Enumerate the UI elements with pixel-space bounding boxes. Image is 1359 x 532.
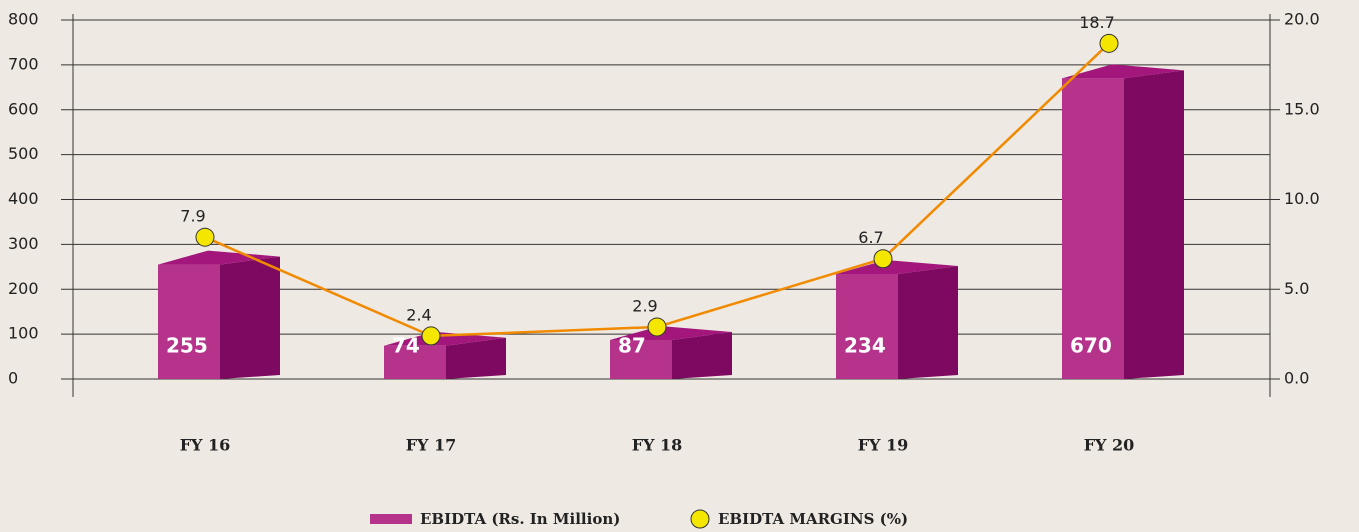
bar: [158, 264, 220, 379]
line-value-label: 7.9: [180, 207, 205, 226]
bar-value-label: 74: [392, 334, 420, 358]
bar-top: [1062, 64, 1184, 79]
y-tick-label: 500: [8, 144, 39, 163]
y-tick-label: 100: [8, 324, 39, 343]
line-value-label: 2.9: [632, 296, 657, 315]
line-value-label: 2.4: [406, 305, 431, 324]
bar-value-label: 87: [618, 334, 646, 358]
y-tick-label: 400: [8, 189, 39, 208]
bar-value-label: 670: [1070, 334, 1112, 358]
bar: [836, 273, 898, 379]
bar-top: [158, 250, 280, 265]
x-tick-label: FY 16: [180, 436, 231, 455]
x-tick-label: FY 18: [632, 436, 683, 455]
line-marker: [421, 326, 441, 346]
bar: [384, 345, 446, 379]
x-tick-label: FY 17: [406, 436, 457, 455]
bar-side: [672, 331, 732, 379]
legend-label: EBIDTA (Rs. In Million): [420, 510, 620, 528]
line-marker: [195, 227, 215, 247]
bar: [1062, 78, 1124, 380]
bar-value-label: 234: [844, 334, 886, 358]
line-value-label: 18.7: [1079, 13, 1115, 32]
y-tick-label: 300: [8, 234, 39, 253]
bar: [610, 339, 672, 379]
line-value-label: 6.7: [858, 228, 883, 247]
y2-tick-label: 5.0: [1284, 279, 1309, 298]
bar-top: [836, 259, 958, 274]
y2-tick-label: 0.0: [1284, 369, 1309, 388]
line-marker: [647, 317, 667, 337]
y2-tick-label: 20.0: [1284, 10, 1320, 29]
bar-side: [898, 265, 958, 379]
y-tick-label: 800: [8, 10, 39, 29]
line-marker: [873, 249, 893, 269]
legend-marker: [690, 509, 710, 529]
y-tick-label: 0: [8, 369, 18, 388]
bar-side: [1124, 70, 1184, 380]
legend-label: EBIDTA MARGINS (%): [718, 510, 908, 528]
legend-swatch: [370, 514, 412, 524]
bar-value-label: 255: [166, 334, 208, 358]
bar-top: [610, 325, 732, 340]
y-tick-label: 700: [8, 54, 39, 73]
x-tick-label: FY 20: [1084, 436, 1135, 455]
y-tick-label: 200: [8, 279, 39, 298]
bar-side: [220, 256, 280, 379]
x-tick-label: FY 19: [858, 436, 909, 455]
y2-tick-label: 15.0: [1284, 99, 1320, 118]
line-marker: [1099, 33, 1119, 53]
y2-tick-label: 10.0: [1284, 189, 1320, 208]
bar-side: [446, 337, 506, 379]
y-tick-label: 600: [8, 99, 39, 118]
